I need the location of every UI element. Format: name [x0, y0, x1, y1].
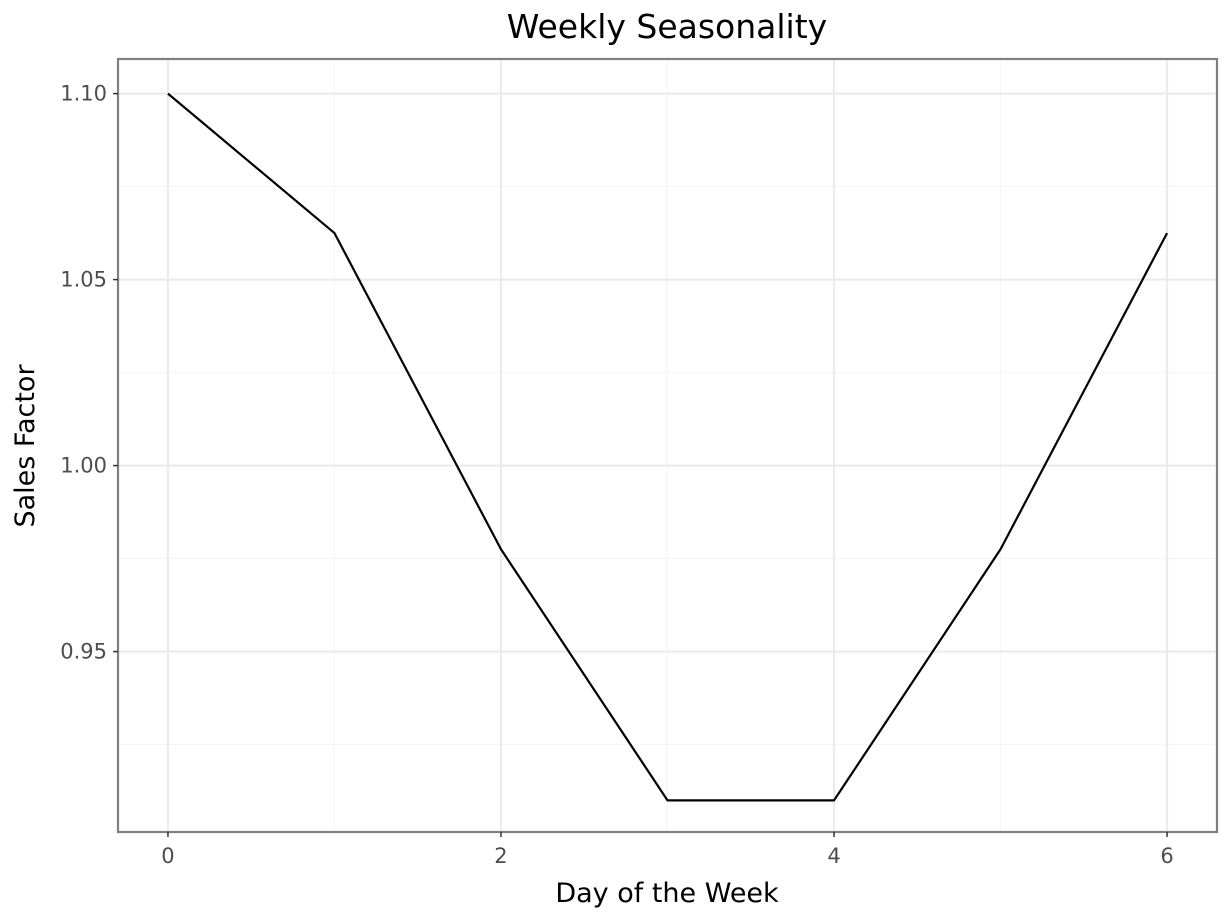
minor-gridlines: [118, 59, 1217, 832]
y-tick-label: 1.10: [60, 82, 107, 106]
panel-border: [116, 57, 1219, 834]
x-tick-label: 2: [494, 844, 507, 868]
x-axis-title: Day of the Week: [555, 878, 779, 909]
x-tick-label: 0: [161, 844, 174, 868]
y-axis-ticks: 0.95 1.00 1.05 1.10: [60, 82, 118, 664]
x-tick-label: 4: [827, 844, 840, 868]
y-axis-title: Sales Factor: [10, 364, 41, 528]
chart-title: Weekly Seasonality: [507, 7, 827, 46]
series-line: [167, 92, 1169, 802]
x-tick-label: 6: [1160, 844, 1173, 868]
x-axis-ticks: 0 2 4 6: [161, 832, 1174, 868]
y-tick-label: 1.05: [60, 268, 107, 292]
y-tick-label: 1.00: [60, 454, 107, 478]
major-gridlines: [118, 59, 1217, 832]
y-tick-label: 0.95: [60, 640, 107, 664]
series-layer: [167, 92, 1169, 802]
